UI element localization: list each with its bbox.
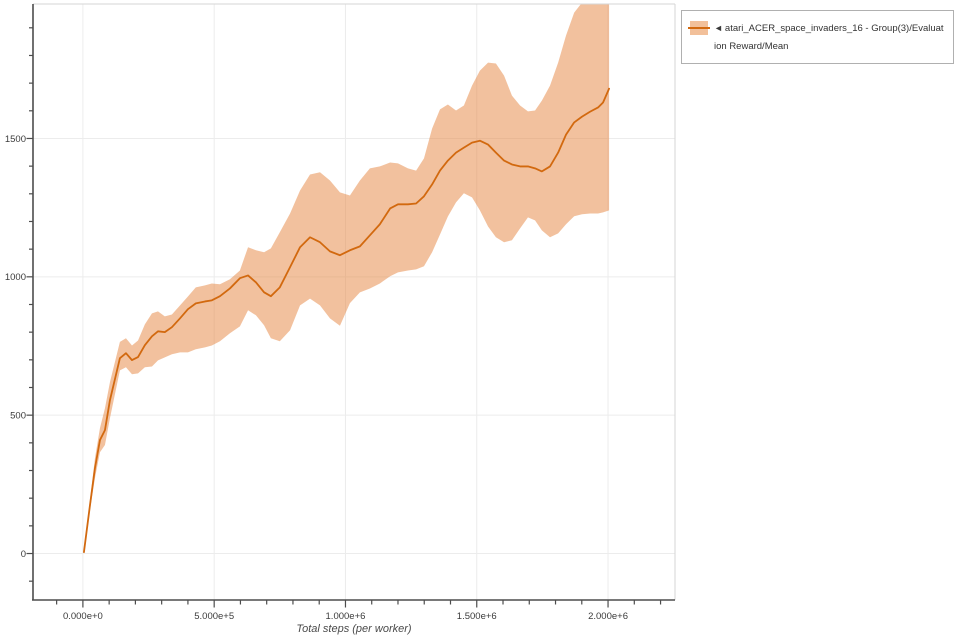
legend-series-name: atari_ACER_space_invaders_16 - Group(3)/…: [714, 23, 944, 52]
x-tick-label: 0.000e+0: [63, 611, 103, 622]
x-tick-label: 5.000e+5: [194, 611, 234, 622]
legend-band-swatch-icon: [688, 21, 710, 35]
y-tick-label: 1000: [5, 272, 26, 283]
legend-line-swatch-icon: [688, 26, 710, 29]
spines: [32, 3, 676, 601]
legend-collapse-icon[interactable]: ◄: [714, 23, 723, 33]
x-tick-label: 1.000e+6: [326, 611, 366, 622]
y-tick-label: 500: [10, 410, 26, 421]
axis-ticks: [26, 27, 662, 608]
x-axis-title: Total steps (per worker): [296, 623, 412, 635]
x-tick-label: 1.500e+6: [457, 611, 497, 622]
y-tick-label: 0: [21, 549, 26, 560]
confidence-band: [83, 4, 610, 553]
legend[interactable]: ◄ atari_ACER_space_invaders_16 - Group(3)…: [681, 10, 954, 64]
x-tick-label: 2.000e+6: [588, 611, 628, 622]
mean-line: [83, 87, 610, 554]
y-tick-label: 1500: [5, 134, 26, 145]
tick-labels: 0.000e+0 5.000e+5 1.000e+6 1.500e+6 2.000e+6…: [5, 134, 628, 622]
legend-entry-label[interactable]: ◄ atari_ACER_space_invaders_16 - Group(3)…: [714, 19, 945, 56]
